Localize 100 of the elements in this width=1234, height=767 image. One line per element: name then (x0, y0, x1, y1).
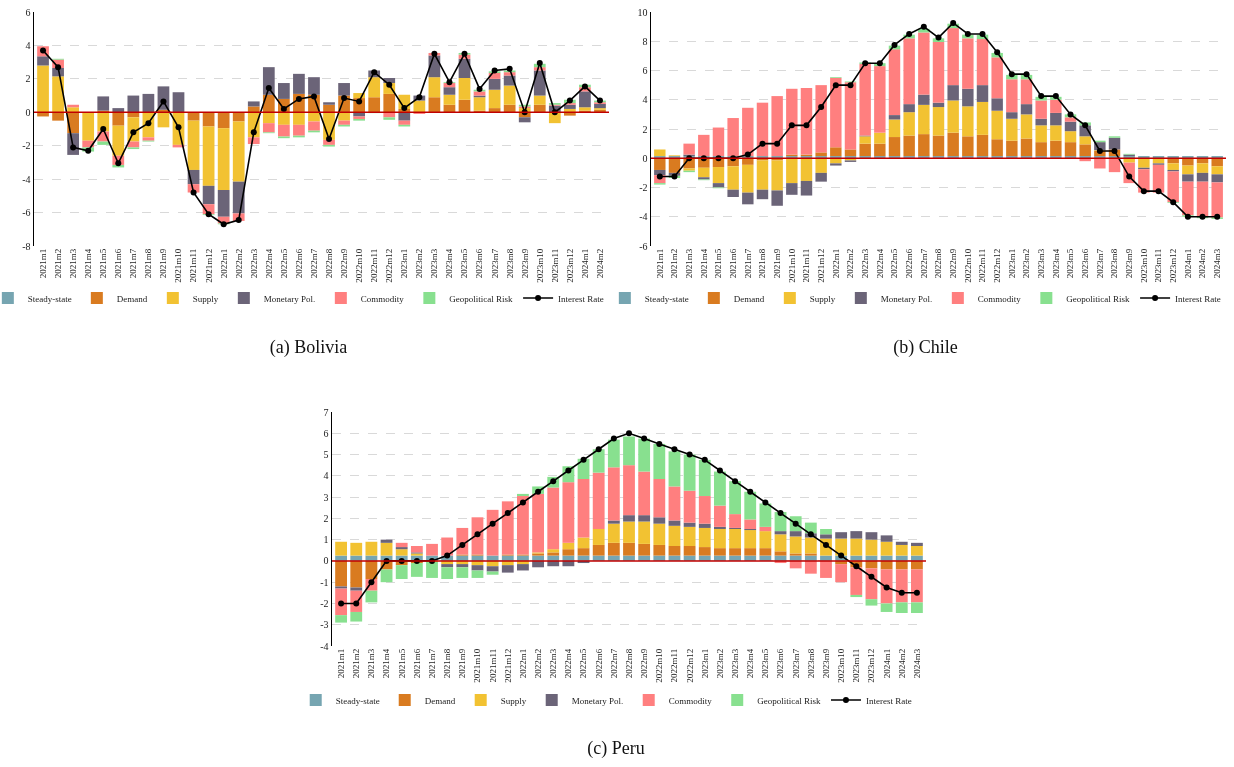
x-tick-label: 2021m4 (381, 648, 392, 679)
x-tick-label: 2022m3 (860, 248, 871, 279)
x-tick-label: 2022m8 (323, 248, 334, 279)
x-tick-label: 2022m7 (918, 248, 929, 279)
x-tick-label: 2021m6 (411, 648, 422, 679)
x-tick-label: 2022m3 (548, 648, 559, 679)
x-tick-label: 2023m10 (1138, 248, 1149, 283)
x-tick-label: 2023m9 (1124, 248, 1135, 279)
legend-label: Geopolitical Risk (1066, 293, 1131, 304)
x-tick-label: 2024m2 (594, 248, 605, 279)
legend-label: Demand (733, 293, 765, 304)
legend-label: Geopolitical Risk (757, 695, 821, 706)
x-tick-label: 2021m11 (188, 248, 199, 283)
legend-label: Commodity (360, 293, 405, 304)
x-tick-label: 2021m3 (366, 648, 377, 679)
x-tick-label: 2021m1 (37, 248, 48, 279)
x-tick-label: 2023m7 (489, 248, 500, 279)
x-tick-label: 2021m1 (654, 248, 665, 279)
y-tick-label: -4 (639, 211, 648, 223)
x-tick-label: 2023m1 (699, 648, 710, 679)
y-tick-label: -3 (320, 619, 329, 631)
legend-label: Steady-state (644, 293, 689, 304)
y-tick-label: -6 (22, 207, 31, 219)
y-tick-label: 6 (642, 65, 648, 76)
legend-label: Monetary Pol. (880, 293, 933, 304)
x-tick-label: 2023m7 (790, 648, 801, 679)
x-tick-label: 2021m9 (457, 648, 468, 679)
y-tick-label: 2 (323, 512, 329, 524)
legend-label: Supply (809, 293, 836, 304)
text: (c) Peru (587, 738, 645, 760)
x-tick-label: 2023m1 (1006, 248, 1017, 279)
legend-label: Interest Rate (558, 293, 604, 304)
x-tick-label: 2023m11 (549, 248, 560, 283)
y-tick-label: 2 (642, 123, 648, 135)
x-tick-label: 2021m6 (113, 248, 124, 279)
y-tick-label: -2 (22, 140, 31, 152)
x-tick-label: 2022m11 (369, 248, 380, 283)
y-tick-label: 10 (637, 6, 648, 18)
x-tick-label: 2023m2 (1021, 248, 1032, 279)
x-tick-label: 2023m12 (1168, 248, 1179, 283)
y-tick-label: 0 (642, 152, 648, 164)
x-tick-label: 2021m8 (757, 248, 768, 279)
x-tick-label: 2021m4 (83, 248, 94, 279)
x-tick-label: 2021m7 (426, 648, 437, 679)
x-tick-label: 2023m6 (775, 648, 786, 679)
x-tick-label: 2021m5 (396, 648, 407, 679)
x-tick-label: 2021m12 (502, 648, 513, 683)
y-tick-label: -6 (639, 240, 648, 252)
text: (b) Chile (893, 337, 958, 359)
y-tick-label: 4 (323, 470, 329, 482)
x-tick-label: 2021m5 (98, 248, 109, 279)
legend-label: Demand (424, 695, 456, 706)
x-tick-label: 2023m4 (745, 648, 756, 679)
x-tick-label: 2023m6 (474, 248, 485, 279)
x-tick-label: 2021m11 (801, 248, 812, 283)
x-tick-label: 2022m10 (654, 648, 665, 683)
x-tick-label: 2023m8 (805, 648, 816, 679)
x-tick-label: 2022m5 (578, 648, 589, 679)
y-tick-label: 3 (323, 491, 329, 503)
x-tick-label: 2022m10 (354, 248, 365, 283)
x-tick-label: 2023m4 (1050, 248, 1061, 279)
y-tick-label: 1 (323, 534, 329, 546)
x-tick-label: 2022m9 (339, 248, 349, 279)
x-tick-label: 2023m8 (1109, 248, 1120, 279)
x-tick-label: 2022m11 (669, 648, 680, 683)
x-tick-label: 2022m8 (623, 648, 634, 679)
x-tick-label: 2024m2 (1197, 248, 1208, 279)
x-tick-label: 2022m9 (948, 248, 959, 279)
x-tick-label: 2021m12 (203, 248, 214, 283)
y-tick-label: 4 (642, 94, 648, 106)
x-tick-label: 2024m1 (1182, 248, 1193, 279)
x-tick-label: 2021m2 (351, 648, 362, 679)
x-tick-label: 2022m1 (517, 648, 528, 679)
x-tick-label: 2021m5 (713, 248, 724, 279)
x-tick-label: 2023m1 (399, 248, 410, 279)
x-tick-label: 2023m11 (851, 648, 862, 683)
y-tick-label: -4 (22, 173, 31, 185)
x-tick-label: 2024m1 (579, 248, 590, 279)
x-tick-label: 2021m7 (742, 248, 753, 279)
x-tick-label: 2022m1 (218, 248, 229, 279)
y-tick-label: 8 (642, 35, 648, 47)
text: (a) Bolivia (269, 337, 348, 359)
legend-label: Supply (500, 695, 527, 706)
x-tick-label: 2023m5 (760, 648, 771, 679)
x-tick-label: 2021m11 (487, 648, 498, 683)
x-tick-label: 2023m6 (1080, 248, 1091, 279)
x-tick-label: 2023m3 (1036, 248, 1047, 279)
x-tick-label: 2022m3 (248, 248, 259, 279)
legend-label: Steady-state (335, 695, 380, 706)
x-tick-label: 2022m9 (639, 648, 650, 679)
x-tick-label: 2023m11 (1153, 248, 1164, 283)
legend-label: Monetary Pol. (571, 695, 624, 706)
x-tick-label: 2024m3 (911, 648, 922, 679)
y-tick-label: 6 (25, 6, 31, 18)
x-tick-label: 2022m12 (384, 248, 395, 283)
x-tick-label: 2022m2 (533, 648, 544, 679)
x-tick-label: 2022m12 (684, 648, 695, 683)
x-tick-label: 2022m11 (977, 248, 988, 283)
y-tick-label: -1 (320, 576, 329, 588)
legend-label: Commodity (668, 695, 713, 706)
